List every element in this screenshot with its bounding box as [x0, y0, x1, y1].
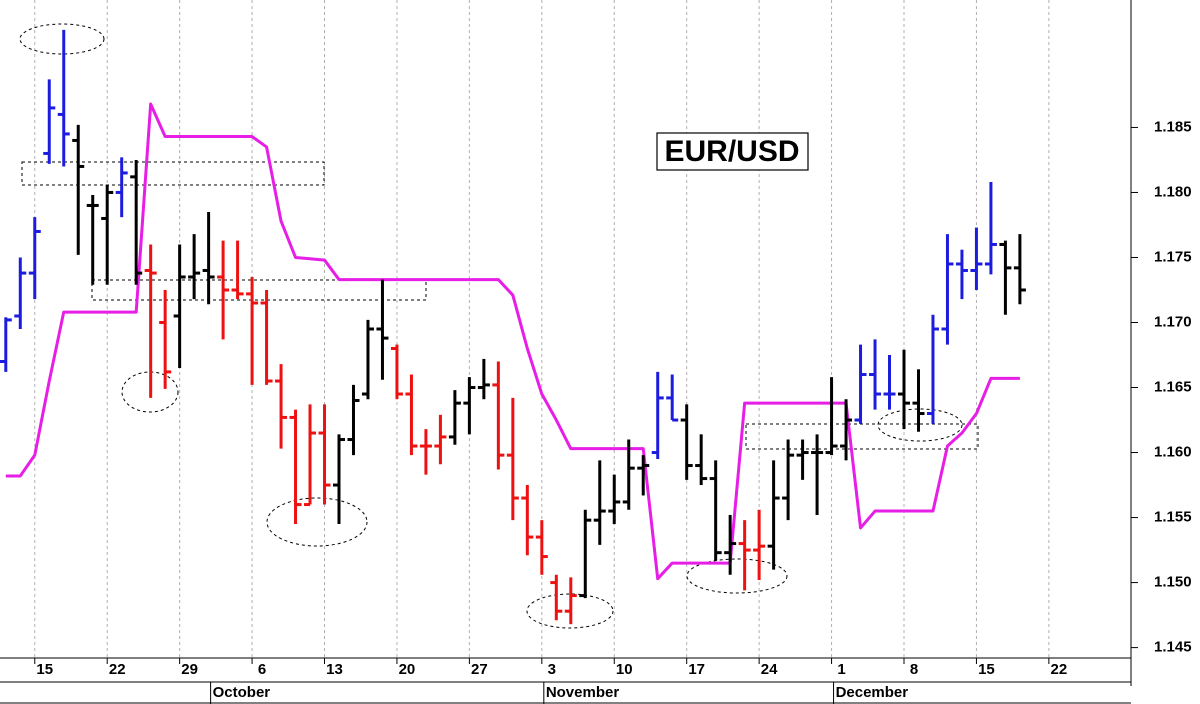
x-tick-label: 27	[471, 661, 488, 678]
x-tick-label: 29	[181, 661, 198, 678]
marks	[0, 29, 1026, 625]
x-tick-label: 15	[978, 661, 995, 678]
x-tick-label: 22	[109, 661, 126, 678]
highlight-ellipse	[686, 558, 788, 594]
highlight-ellipse	[526, 593, 614, 629]
y-tick-label: 1.165	[1154, 378, 1192, 395]
x-tick-label: 10	[616, 661, 633, 678]
y-tick-label: 1.170	[1154, 313, 1192, 330]
y-tick-label: 1.185	[1154, 118, 1192, 135]
x-tick-label: 15	[36, 661, 53, 678]
y-tick-label: 1.150	[1154, 574, 1192, 591]
highlight-box	[91, 279, 427, 301]
chart-title: EUR/USD	[664, 135, 799, 168]
highlight-ellipse	[877, 408, 963, 442]
axis-labels: 1.145 1.150 1.155 1.160 1.165 1.170 1.175 1.180…	[34, 118, 1192, 704]
month-label: October	[213, 684, 271, 701]
x-tick-label: 24	[761, 661, 778, 678]
x-tick-label: 22	[1051, 661, 1068, 678]
x-tick-label: 1	[837, 661, 845, 678]
x-tick-label: 8	[910, 661, 918, 678]
x-tick-label: 6	[258, 661, 266, 678]
y-tick-label: 1.145	[1154, 639, 1192, 656]
y-tick-label: 1.180	[1154, 183, 1192, 200]
highlight-box	[745, 423, 979, 450]
highlight-ellipse	[266, 497, 368, 547]
month-label: December	[836, 684, 909, 701]
y-tick-label: 1.160	[1154, 444, 1192, 461]
y-tick-label: 1.155	[1154, 509, 1192, 526]
indicator-line	[5, 102, 1020, 581]
highlight-box	[21, 161, 325, 186]
y-tick-label: 1.175	[1154, 248, 1192, 265]
highlight-ellipse	[121, 371, 179, 413]
annotations	[19, 23, 979, 629]
x-tick-label: 20	[399, 661, 416, 678]
month-label: November	[546, 684, 620, 701]
x-tick-label: 17	[688, 661, 705, 678]
x-tick-label: 13	[326, 661, 343, 678]
axes	[0, 0, 1132, 704]
title-box	[656, 132, 809, 171]
x-tick-label: 3	[548, 661, 556, 678]
highlight-ellipse	[19, 23, 105, 55]
